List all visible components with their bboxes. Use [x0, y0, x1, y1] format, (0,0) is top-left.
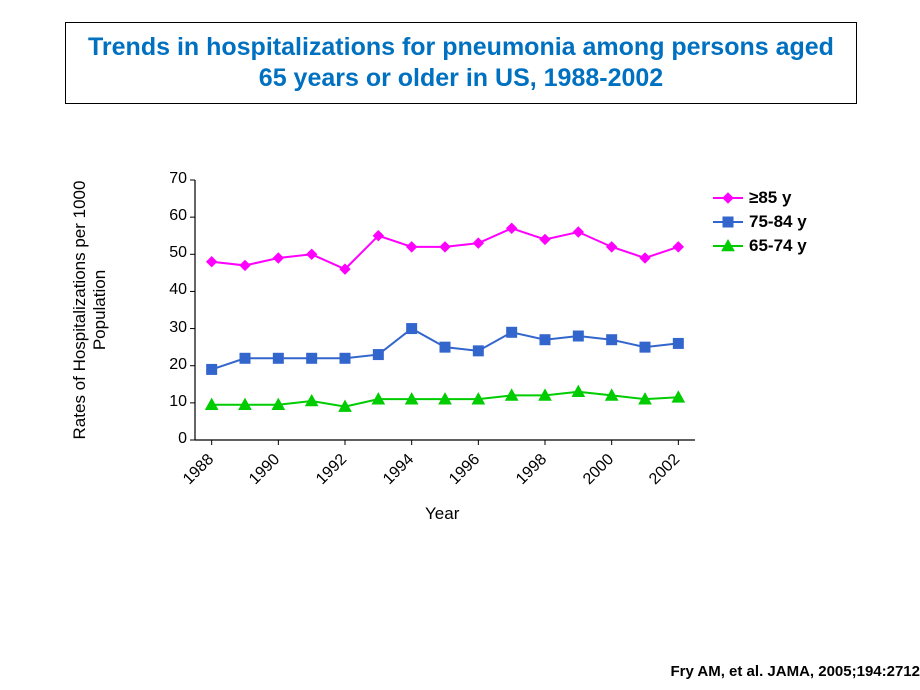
- title-box: Trends in hospitalizations for pneumonia…: [65, 22, 857, 104]
- legend-item: 65-74 y: [713, 234, 807, 258]
- legend-label: ≥85 y: [749, 188, 791, 208]
- chart-title: Trends in hospitalizations for pneumonia…: [76, 32, 846, 95]
- y-tick-label: 60: [153, 207, 187, 225]
- y-tick-label: 30: [153, 319, 187, 337]
- legend-label: 75-84 y: [749, 212, 807, 232]
- y-tick-label: 40: [153, 281, 187, 299]
- y-tick-label: 70: [153, 170, 187, 188]
- y-tick-label: 10: [153, 393, 187, 411]
- slide-root: Trends in hospitalizations for pneumonia…: [0, 0, 920, 690]
- legend-label: 65-74 y: [749, 236, 807, 256]
- y-tick-label: 0: [153, 430, 187, 448]
- legend-item: 75-84 y: [713, 210, 807, 234]
- y-tick-label: 20: [153, 356, 187, 374]
- citation-text: Fry AM, et al. JAMA, 2005;194:2712: [670, 663, 920, 680]
- chart-container: Rates of Hospitalizations per 1000 Popul…: [100, 170, 860, 530]
- chart-legend: ≥85 y 75-84 y 65-74 y: [713, 186, 807, 258]
- legend-item: ≥85 y: [713, 186, 807, 210]
- x-axis-label: Year: [425, 504, 459, 524]
- y-tick-label: 50: [153, 244, 187, 262]
